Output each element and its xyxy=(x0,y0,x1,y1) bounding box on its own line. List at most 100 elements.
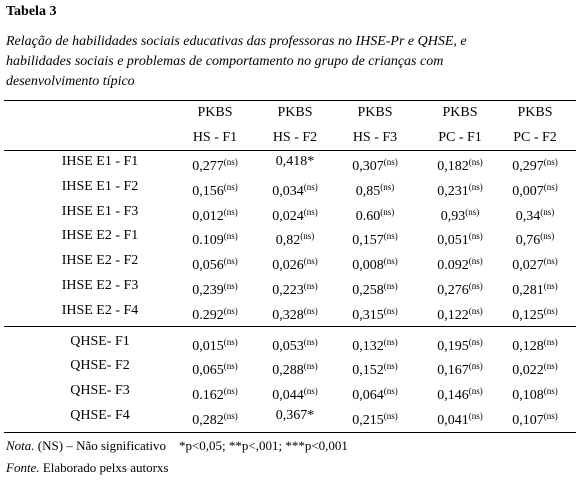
cell: 0,328(ns) xyxy=(272,302,318,325)
cell-value: 0,282 xyxy=(192,413,224,428)
caption-line: Relação de habilidades sociais educativa… xyxy=(6,34,467,49)
source-label: Fonte. xyxy=(6,460,40,475)
cell: 0,418* xyxy=(276,153,315,171)
cell-significance: (ns) xyxy=(223,386,238,397)
cell-significance: (ns) xyxy=(303,181,318,192)
cell-value: 0,297 xyxy=(512,159,544,174)
cell-value: 0,82 xyxy=(275,233,301,249)
cell-value: 0,122 xyxy=(437,307,469,323)
cell-value: 0.092 xyxy=(437,258,469,274)
cell: 0,276(ns) xyxy=(437,277,483,300)
cell-significance: (ns) xyxy=(223,361,238,372)
cell-value: 0.109 xyxy=(192,233,224,249)
cell: 0,044(ns) xyxy=(272,382,318,405)
column-header: PKBS xyxy=(517,105,553,120)
cell: 0,93(ns) xyxy=(441,203,480,226)
cell-significance: (ns) xyxy=(223,181,238,192)
cell-significance: (ns) xyxy=(383,256,398,267)
row-label: QHSE- F3 xyxy=(70,383,130,399)
cell: 0,76(ns) xyxy=(516,227,555,250)
cell: 0,027(ns) xyxy=(512,252,558,275)
cell-significance: (ns) xyxy=(223,411,238,421)
cell-value: 0,008 xyxy=(352,258,384,274)
cell-significance: (ns) xyxy=(223,231,238,242)
cell-significance: (ns) xyxy=(303,206,318,217)
cell: 0.60(ns) xyxy=(356,203,395,226)
row-label: QHSE- F1 xyxy=(70,333,130,349)
cell-value: 0,041 xyxy=(437,413,469,428)
cell-significance: (ns) xyxy=(383,305,398,316)
cell-value: 0,051 xyxy=(437,233,469,249)
cell: 0,195(ns) xyxy=(437,333,483,356)
cell-significance: (ns) xyxy=(468,336,483,347)
cell-value: 0,307 xyxy=(352,159,384,174)
cell-significance: (ns) xyxy=(540,206,555,217)
cell: 0,223(ns) xyxy=(272,277,318,300)
source: Fonte. Elaborado pelxs autorxs xyxy=(6,459,168,477)
cell: 0,132(ns) xyxy=(352,333,398,356)
cell-significance: (ns) xyxy=(300,231,315,242)
cell-significance: (ns) xyxy=(223,157,238,167)
caption-line: habilidades sociais e problemas de compo… xyxy=(6,54,444,69)
cell: 0.292(ns) xyxy=(192,302,238,325)
cell-value: 0.162 xyxy=(192,388,224,404)
cell-significance: (ns) xyxy=(303,305,318,316)
cell-significance: (ns) xyxy=(383,157,398,167)
cell-significance: (ns) xyxy=(543,181,558,192)
cell: 0,282(ns) xyxy=(192,407,238,430)
cell-value: 0,223 xyxy=(272,283,304,298)
table-title: Tabela 3 xyxy=(6,4,57,19)
cell: 0,015(ns) xyxy=(192,333,238,356)
note: Nota. (NS) – Não significativo *p<0,05; … xyxy=(6,437,348,455)
cell: 0,85(ns) xyxy=(356,178,395,201)
cell: 0,182(ns) xyxy=(437,153,483,176)
cell-value: 0,156 xyxy=(192,183,224,199)
cell: 0,258(ns) xyxy=(352,277,398,300)
column-header: PKBS xyxy=(357,105,393,120)
cell: 0,065(ns) xyxy=(192,357,238,380)
cell-significance: (ns) xyxy=(543,157,558,167)
cell-significance: (ns) xyxy=(468,305,483,316)
cell-significance: (ns) xyxy=(468,361,483,372)
cell: 0.162(ns) xyxy=(192,382,238,405)
cell-significance: (ns) xyxy=(223,206,238,217)
cell: 0,277(ns) xyxy=(192,153,238,176)
cell-value: 0,024 xyxy=(272,208,304,224)
cell-value: 0,007 xyxy=(512,183,544,199)
row-label: IHSE E1 - F3 xyxy=(61,203,139,219)
cell-value: 0,015 xyxy=(192,338,224,354)
cell: 0,012(ns) xyxy=(192,203,238,226)
column-header: PC - F2 xyxy=(513,130,557,145)
cell-significance: (ns) xyxy=(383,411,398,421)
cell: 0,064(ns) xyxy=(352,382,398,405)
cell: 0,107(ns) xyxy=(512,407,558,430)
cell: 0,122(ns) xyxy=(437,302,483,325)
cell-value: 0,277 xyxy=(192,159,224,174)
cell: 0,007(ns) xyxy=(512,178,558,201)
cell: 0,108(ns) xyxy=(512,382,558,405)
cell-significance: (ns) xyxy=(223,281,238,291)
cell: 0.109(ns) xyxy=(192,227,238,250)
cell-value: 0,065 xyxy=(192,363,224,379)
cell-value: 0,146 xyxy=(437,388,469,404)
rule xyxy=(4,100,576,101)
cell-significance: (ns) xyxy=(303,281,318,291)
cell-value: 0,064 xyxy=(352,388,384,404)
cell-significance: (ns) xyxy=(468,181,483,192)
cell-value: 0,258 xyxy=(352,283,384,298)
cell: 0,281(ns) xyxy=(512,277,558,300)
cell-significance: (ns) xyxy=(383,336,398,347)
cell-value: 0,022 xyxy=(512,363,544,379)
cell: 0,053(ns) xyxy=(272,333,318,356)
row-label: IHSE E2 - F1 xyxy=(61,228,139,244)
cell-significance: (ns) xyxy=(543,386,558,397)
cell: 0,125(ns) xyxy=(512,302,558,325)
column-header: HS - F1 xyxy=(192,130,238,145)
cell-value: 0,328 xyxy=(272,307,304,323)
row-label: QHSE- F2 xyxy=(70,358,130,374)
cell: 0,026(ns) xyxy=(272,252,318,275)
rule xyxy=(4,432,576,433)
cell-value: 0,195 xyxy=(437,338,469,354)
cell-value: 0,012 xyxy=(192,208,224,224)
note-text: (NS) – Não significativo *p<0,05; **p<,0… xyxy=(37,438,348,453)
